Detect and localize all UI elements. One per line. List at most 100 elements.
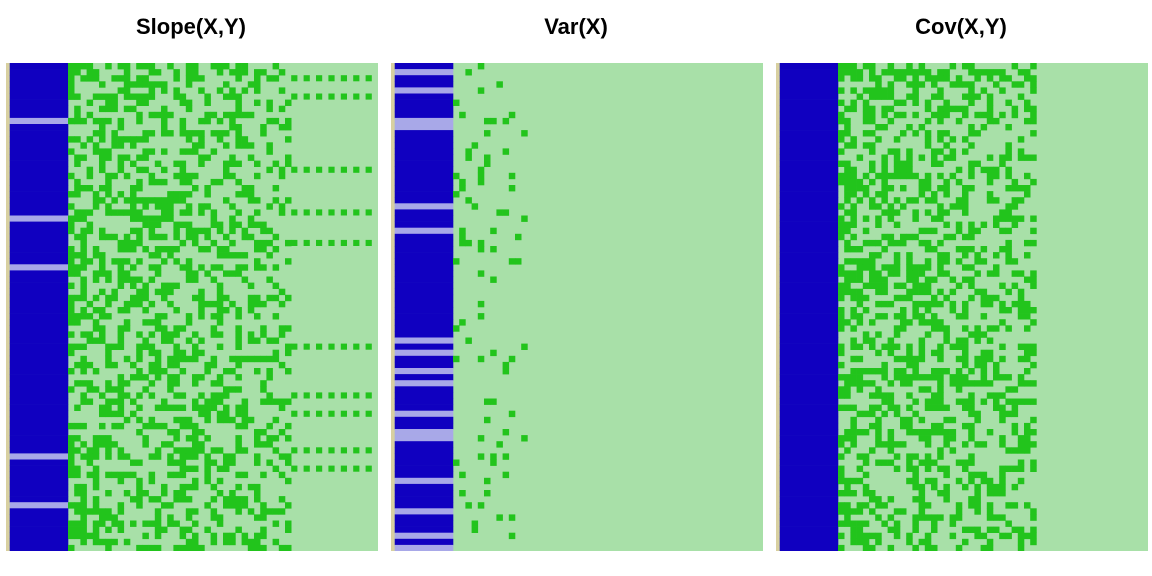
heatmap-cell-green [154,319,162,326]
heatmap-cell-green [136,215,143,222]
heatmap-cell-green [80,246,87,253]
heatmap-cell-green [142,130,149,137]
heatmap-cell-green [136,416,143,424]
heatmap-cell-green [955,81,963,88]
heatmap-cell-green [986,544,994,551]
heatmap-cell-green [521,215,528,222]
heatmap-cell-green [999,111,1006,119]
heatmap-cell-green [986,380,994,387]
heatmap-cell-green [993,270,1000,277]
heatmap-cell-green [68,117,75,125]
heatmap-cell-green [844,520,851,527]
heatmap-cell-dotted [340,239,347,246]
heatmap-cell-green [185,544,193,551]
heatmap-cell-green [285,160,292,167]
heatmap-cell-green [148,349,156,357]
heatmap-cell-green [148,276,156,283]
heatmap-cell-green [68,422,75,430]
heatmap-cell-green [161,111,168,119]
heatmap-cell-green [68,136,75,143]
heatmap-cell-green [1017,355,1025,363]
heatmap-cell-green [887,63,895,70]
heatmap-cell-blue [779,508,839,515]
heatmap-cell-green [235,252,242,259]
heatmap-cell-green [1024,313,1031,320]
heatmap-cell-green [862,105,870,113]
heatmap-cell-green [1017,270,1025,277]
heatmap-cell-green [1024,105,1031,113]
heatmap-cell-green [986,154,994,161]
heatmap-cell-green [875,203,882,210]
heatmap-cell-green [521,343,528,350]
heatmap-cell-green [968,392,975,399]
heatmap-cell-green [1011,282,1019,289]
heatmap-cell-dotted [328,239,335,246]
heatmap-cell-green [278,203,286,210]
heatmap-cell-green [235,191,242,198]
heatmap-cell-blue [779,294,839,302]
heatmap-cell-green [955,477,963,485]
heatmap-cell-green [937,75,944,82]
heatmap-cell-green [881,361,888,369]
heatmap-cell-green [285,124,292,131]
heatmap-cell-green [459,227,466,235]
heatmap-cell-dotted [353,93,360,100]
heatmap-cell-green [912,429,919,436]
heatmap-cell-green [86,380,94,387]
heatmap-cell-green [154,69,162,76]
heatmap-cell-green [278,508,286,515]
heatmap-cell-green [980,398,988,405]
heatmap-cell-green [266,105,273,113]
heatmap-cell-green [974,337,981,344]
heatmap-cell-green [185,422,193,430]
heatmap-cell-green [179,239,187,247]
heatmap-cell-green [105,300,112,308]
heatmap-cell-green [117,307,125,314]
heatmap-cell-green [216,398,224,405]
heatmap-cell-green [247,215,255,222]
heatmap-cell-green [136,343,143,350]
heatmap-cell-green [937,111,944,119]
heatmap-cell-green [235,75,242,82]
heatmap-cell-green [1030,416,1037,424]
heatmap-cell-green [465,148,472,155]
heatmap-cell-green [216,343,224,350]
heatmap-cell-green [130,81,137,88]
heatmap-cell-green [850,270,857,277]
heatmap-cell-blue [394,209,454,216]
heatmap-cell-green [136,75,143,82]
heatmap-cell-green [931,294,938,302]
heatmap-cell-green [887,215,895,222]
heatmap-cell-green [179,447,187,454]
heatmap-cell-green [881,185,888,192]
heatmap-cell-blue [9,130,69,137]
heatmap-cell-green [974,160,981,167]
heatmap-cell-green [260,227,267,235]
heatmap-cell-green [993,526,1000,533]
heatmap-cell-green [850,294,857,302]
heatmap-cell-green [856,465,864,472]
heatmap-cell-green [906,392,913,399]
heatmap-cell-blue [9,294,69,302]
heatmap-cell-green [893,111,901,119]
heatmap-cell-green [906,422,913,430]
heatmap-cell-green [247,508,255,515]
heatmap-cell-green [875,87,882,94]
heatmap-cell-green [111,386,118,393]
heatmap-cell-green [893,258,901,265]
heatmap-cell-green [986,514,994,521]
heatmap-cell-green [955,502,963,509]
heatmap-cell-green [154,221,162,228]
heatmap-cell-green [962,325,969,332]
heatmap-cell-green [198,294,205,302]
heatmap-cell-dotted [353,343,360,350]
heatmap-cell-green [918,69,926,76]
heatmap-cell-blue [9,422,69,430]
heatmap-cell-green [285,349,292,357]
heatmap-cell-blue [779,148,839,155]
heatmap-cell-blue [779,93,839,100]
heatmap-cell-green [850,209,857,216]
heatmap-cell-green [1024,239,1031,247]
heatmap-cell-green [105,233,112,241]
heatmap-cell-blue [779,99,839,106]
